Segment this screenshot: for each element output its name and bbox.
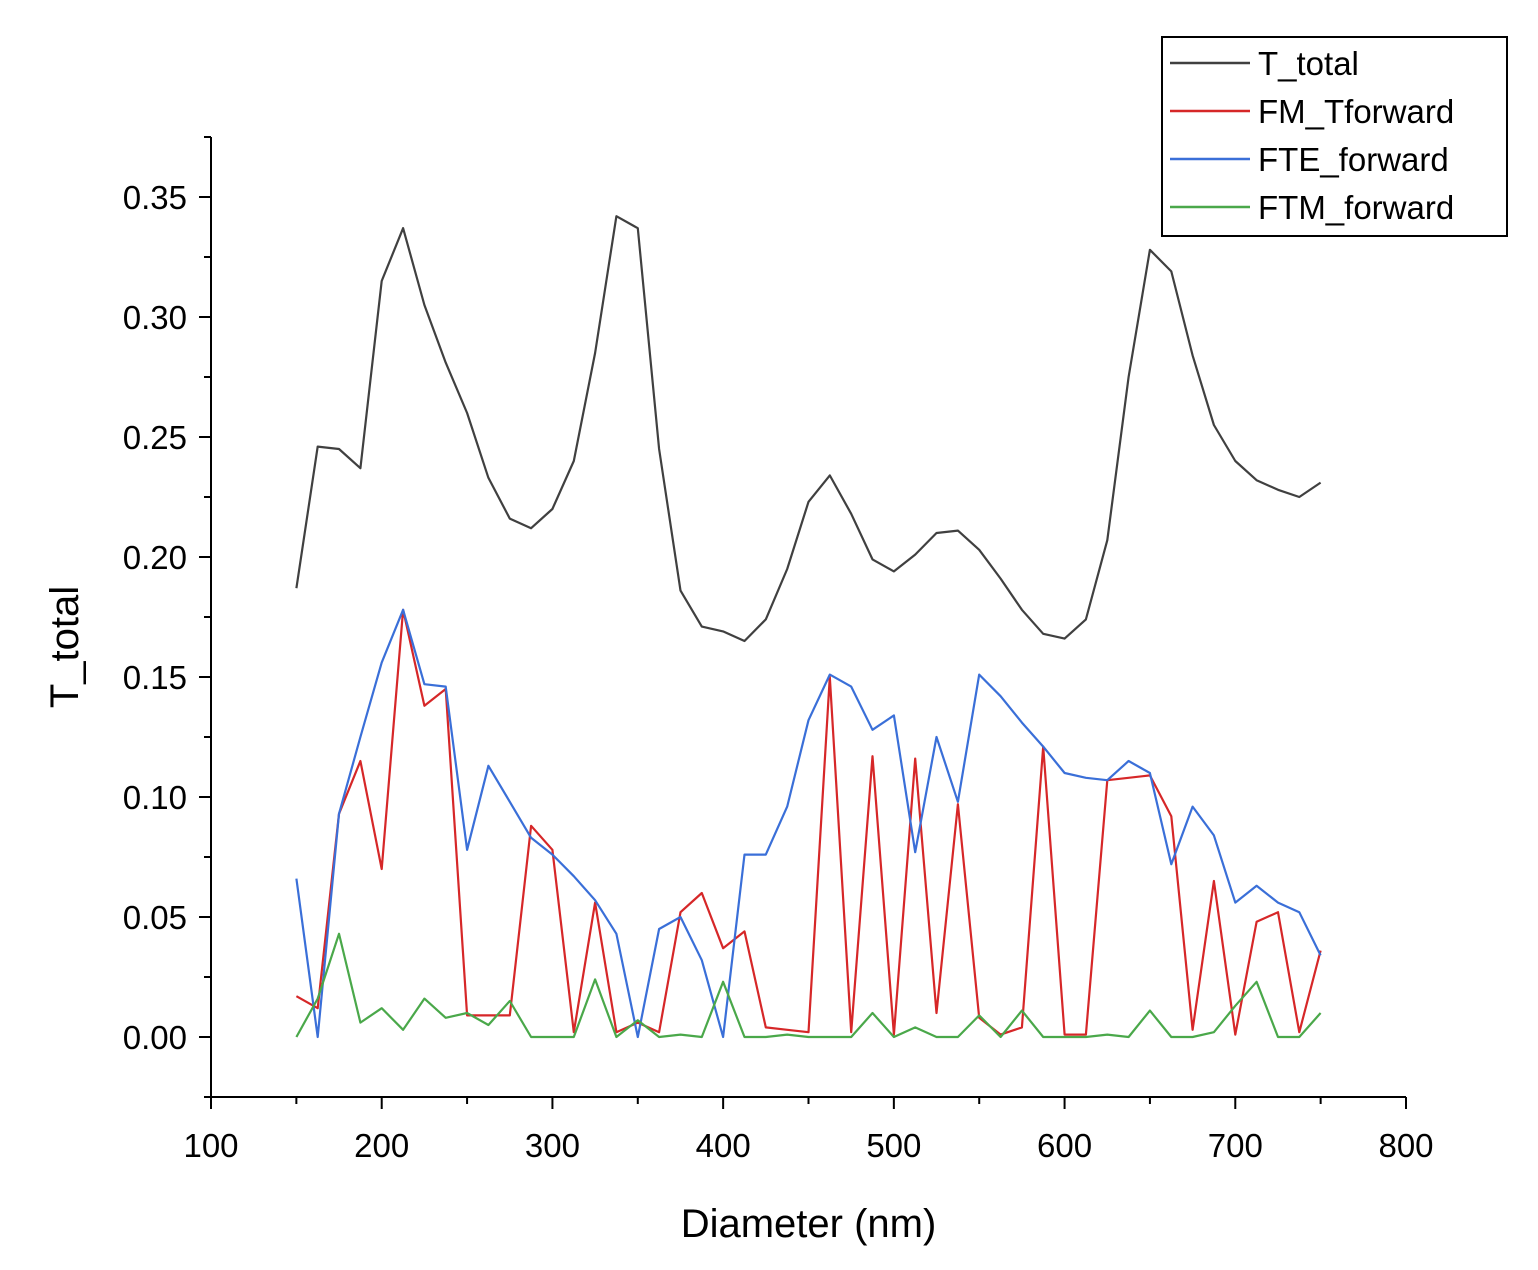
x-axis-ticks: 100 200 300 400 500 600 700 800 [183,1097,1434,1164]
legend-box [1161,36,1508,237]
x-tick-label: 700 [1208,1127,1263,1164]
y-axis-ticks: 0.00 0.05 0.10 0.15 0.20 0.25 0.30 0.35 [123,136,211,1098]
plot-area [295,215,1322,1039]
y-tick-label: 0.00 [123,1019,187,1056]
legend: T_total FM_Tforward FTE_forward FTM_forward [1161,36,1508,237]
series-line-fm-tforward [295,608,1322,1036]
x-tick-label: 400 [696,1127,751,1164]
y-tick-label: 0.15 [123,659,187,696]
series-line-t-total [295,215,1322,643]
series-line-fte-forward [295,608,1322,1039]
x-tick-label: 800 [1378,1127,1433,1164]
x-axis-title: Diameter (nm) [681,1202,937,1246]
legend-label: FTE_forward [1258,141,1449,178]
x-tick-label: 600 [1037,1127,1092,1164]
x-tick-label: 500 [866,1127,921,1164]
x-tick-label: 200 [354,1127,409,1164]
legend-label: T_total [1258,45,1359,82]
legend-label: FTM_forward [1258,189,1454,226]
legend-label: FM_Tforward [1258,93,1454,130]
y-tick-label: 0.20 [123,539,187,576]
y-tick-label: 0.30 [123,299,187,336]
x-tick-label: 100 [183,1127,238,1164]
y-tick-label: 0.10 [123,779,187,816]
y-tick-label: 0.25 [123,419,187,456]
y-tick-label: 0.35 [123,179,187,216]
y-axis-title: T_total [43,586,87,708]
y-tick-label: 0.05 [123,899,187,936]
x-tick-label: 300 [525,1127,580,1164]
axes [210,137,1406,1098]
series-line-ftm-forward [295,932,1322,1039]
